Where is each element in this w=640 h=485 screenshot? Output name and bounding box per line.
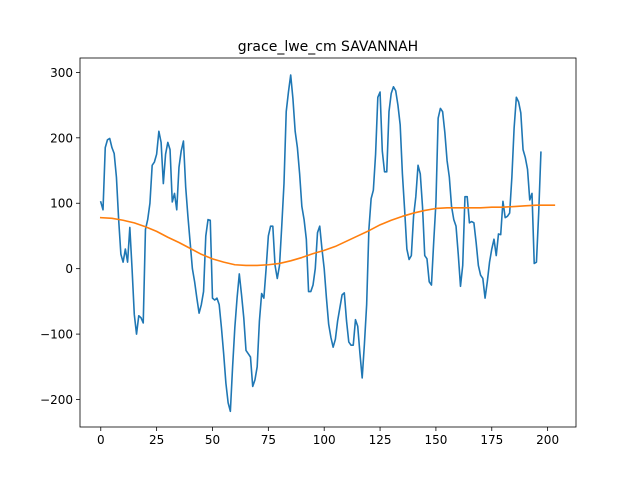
x-tick-label: 200 <box>536 433 559 447</box>
y-tick-label: 300 <box>50 66 73 80</box>
plot-series <box>99 74 556 413</box>
x-tick-label: 75 <box>261 433 276 447</box>
x-tick-label: 175 <box>480 433 503 447</box>
y-tick-label: −200 <box>40 393 73 407</box>
y-axis: −200 −100 0 100 200 300 <box>40 66 80 407</box>
x-tick-label: 0 <box>97 433 105 447</box>
y-tick-label: 0 <box>65 262 73 276</box>
x-tick-label: 100 <box>313 433 336 447</box>
chart-title: grace_lwe_cm SAVANNAH <box>238 39 418 55</box>
y-tick-label: −100 <box>40 328 73 342</box>
x-tick-label: 25 <box>149 433 164 447</box>
plot-frame <box>79 57 577 428</box>
x-tick-label: 125 <box>369 433 392 447</box>
x-tick-label: 50 <box>205 433 220 447</box>
x-tick-label: 150 <box>424 433 447 447</box>
x-axis: 0 25 50 75 100 125 150 175 200 <box>97 427 559 447</box>
series-line-2 <box>99 204 556 267</box>
y-tick-label: 100 <box>50 197 73 211</box>
y-tick-label: 200 <box>50 131 73 145</box>
series-line-1 <box>99 74 542 413</box>
